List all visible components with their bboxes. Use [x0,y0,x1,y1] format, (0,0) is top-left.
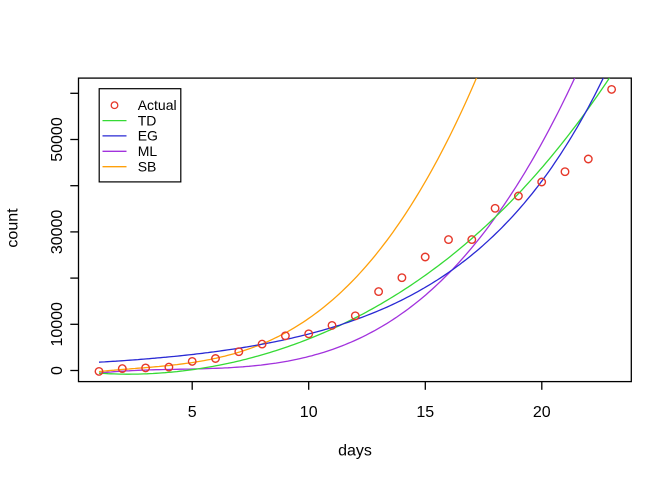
svg-text:days: days [338,443,372,460]
svg-text:ML: ML [138,143,158,159]
svg-text:15: 15 [416,404,434,421]
svg-text:Actual: Actual [138,97,177,113]
svg-text:50000: 50000 [49,117,66,162]
svg-text:TD: TD [138,112,157,128]
svg-text:count: count [5,208,22,248]
svg-text:10: 10 [300,404,318,421]
svg-text:10000: 10000 [49,302,66,347]
svg-text:0: 0 [49,366,66,375]
svg-text:SB: SB [138,158,157,174]
svg-text:5: 5 [188,404,197,421]
svg-text:20: 20 [533,404,551,421]
svg-text:EG: EG [138,128,158,144]
svg-text:30000: 30000 [49,210,66,255]
